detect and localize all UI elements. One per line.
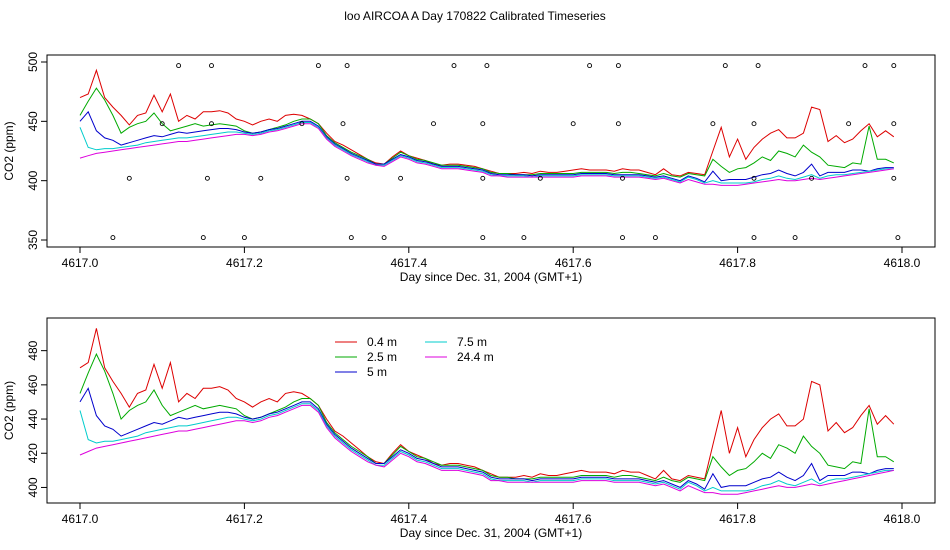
series-line-1 (79, 68, 895, 177)
plot-frame-bottom (46, 317, 936, 504)
scatter-point (204, 175, 210, 181)
scatter-point (480, 121, 486, 127)
scatter-point (570, 121, 576, 127)
scatter-point (891, 175, 897, 181)
scatter-point (809, 175, 815, 181)
axes-top: 4617.0 4617.2 4617.4 4617.6 4617.8 4618.0 350 4… (26, 52, 921, 270)
panel-top: 4617.0 4617.2 4617.4 4617.6 4617.8 4618.0 350 4… (2, 52, 936, 284)
series-line-3 (79, 387, 894, 490)
series-line-2 (79, 352, 895, 483)
legend-label: 7.5 m (457, 335, 487, 349)
x-tick-label: 4617.6 (555, 256, 592, 270)
y-tick-label: 440 (26, 409, 40, 429)
scatter-point (484, 63, 490, 69)
scatter-point (751, 175, 757, 181)
x-tick-label: 4617.0 (62, 256, 99, 270)
panel-bottom: 4617.0 4617.2 4617.4 4617.6 4617.8 4618.0 400 4… (2, 317, 936, 540)
scatter-point (299, 121, 305, 127)
scatter-point (209, 121, 214, 127)
scatter-point (891, 63, 897, 69)
y-tick-label: 400 (26, 477, 40, 497)
x-axis-label-top: Day since Dec. 31, 2004 (GMT+1) (400, 270, 582, 284)
scatter-point (620, 175, 625, 181)
x-tick-label: 4617.2 (226, 256, 263, 270)
y-tick-label: 350 (26, 230, 40, 250)
y-axis-label-bottom: CO2 (ppm) (2, 381, 16, 440)
scatter-point (209, 63, 214, 69)
series-line-5 (79, 123, 894, 186)
x-tick-label: 4617.8 (719, 256, 756, 270)
scatter-point (755, 63, 761, 69)
scatter-point (480, 175, 486, 181)
scatter-point (344, 63, 350, 69)
scatter-point (126, 175, 132, 181)
series-line-4 (79, 403, 894, 492)
scatter-point (615, 63, 621, 69)
legend-label: 0.4 m (367, 335, 397, 349)
scatter-point (398, 175, 404, 181)
scatter-point (891, 121, 897, 127)
scatter-point (862, 63, 868, 69)
scatter-point (751, 235, 757, 241)
y-tick-label: 420 (26, 443, 40, 463)
scatter-point (451, 63, 457, 69)
scatter-point (537, 175, 543, 181)
scatter-point (587, 63, 593, 69)
y-tick-label: 460 (26, 375, 40, 395)
scatter-point (348, 235, 354, 241)
scatter-point (176, 63, 182, 69)
legend-label: 5 m (367, 365, 387, 379)
legend: 0.4 m2.5 m5 m 7.5 m24.4 m (335, 335, 494, 379)
scatter-point (895, 235, 901, 241)
x-tick-label: 4618.0 (884, 256, 921, 270)
x-tick-label: 4617.2 (226, 512, 263, 526)
scatter-point (159, 121, 165, 127)
x-tick-label: 4617.4 (390, 512, 427, 526)
figure-title: loo AIRCOA A Day 170822 Calibrated Times… (344, 9, 605, 23)
x-tick-label: 4617.8 (719, 512, 756, 526)
scatter-point (620, 235, 625, 241)
scatter-point (521, 235, 527, 241)
scatter-point (480, 235, 486, 241)
scatter-point (344, 175, 350, 181)
scatter-point (110, 235, 116, 241)
x-tick-label: 4617.6 (555, 512, 592, 526)
x-axis-label-bottom: Day since Dec. 31, 2004 (GMT+1) (400, 526, 582, 540)
axes-bottom: 4617.0 4617.2 4617.4 4617.6 4617.8 4618.0 400 4… (26, 340, 921, 526)
y-tick-label: 400 (26, 170, 40, 190)
scatter-point (652, 235, 658, 241)
scatter-point (241, 235, 247, 241)
y-tick-label: 450 (26, 111, 40, 131)
plot-frame-top (46, 54, 936, 248)
series-line-2 (79, 87, 895, 178)
scatter-point (722, 63, 728, 69)
series-line-5 (79, 404, 894, 495)
scatter-point (258, 175, 264, 181)
series-line-4 (79, 122, 894, 184)
scatter-point (846, 121, 852, 127)
scatter-point (200, 235, 206, 241)
y-tick-label: 480 (26, 340, 40, 360)
scatter-point (615, 121, 621, 127)
series-group-bottom (79, 328, 895, 495)
scatter-point (431, 121, 436, 127)
y-tick-label: 500 (26, 52, 40, 72)
x-tick-label: 4618.0 (884, 512, 921, 526)
scatter-point (792, 235, 798, 241)
scatter-point (751, 121, 757, 127)
legend-label: 24.4 m (457, 350, 494, 364)
series-line-1 (79, 328, 895, 482)
y-axis-label-top: CO2 (ppm) (2, 121, 16, 180)
series-group-top (79, 63, 901, 241)
scatter-point (315, 63, 321, 69)
series-line-3 (79, 110, 894, 183)
scatter-point (710, 121, 716, 127)
x-tick-label: 4617.4 (390, 256, 427, 270)
scatter-point (381, 235, 387, 241)
x-tick-label: 4617.0 (62, 512, 99, 526)
legend-label: 2.5 m (367, 350, 397, 364)
scatter-point (340, 121, 346, 127)
